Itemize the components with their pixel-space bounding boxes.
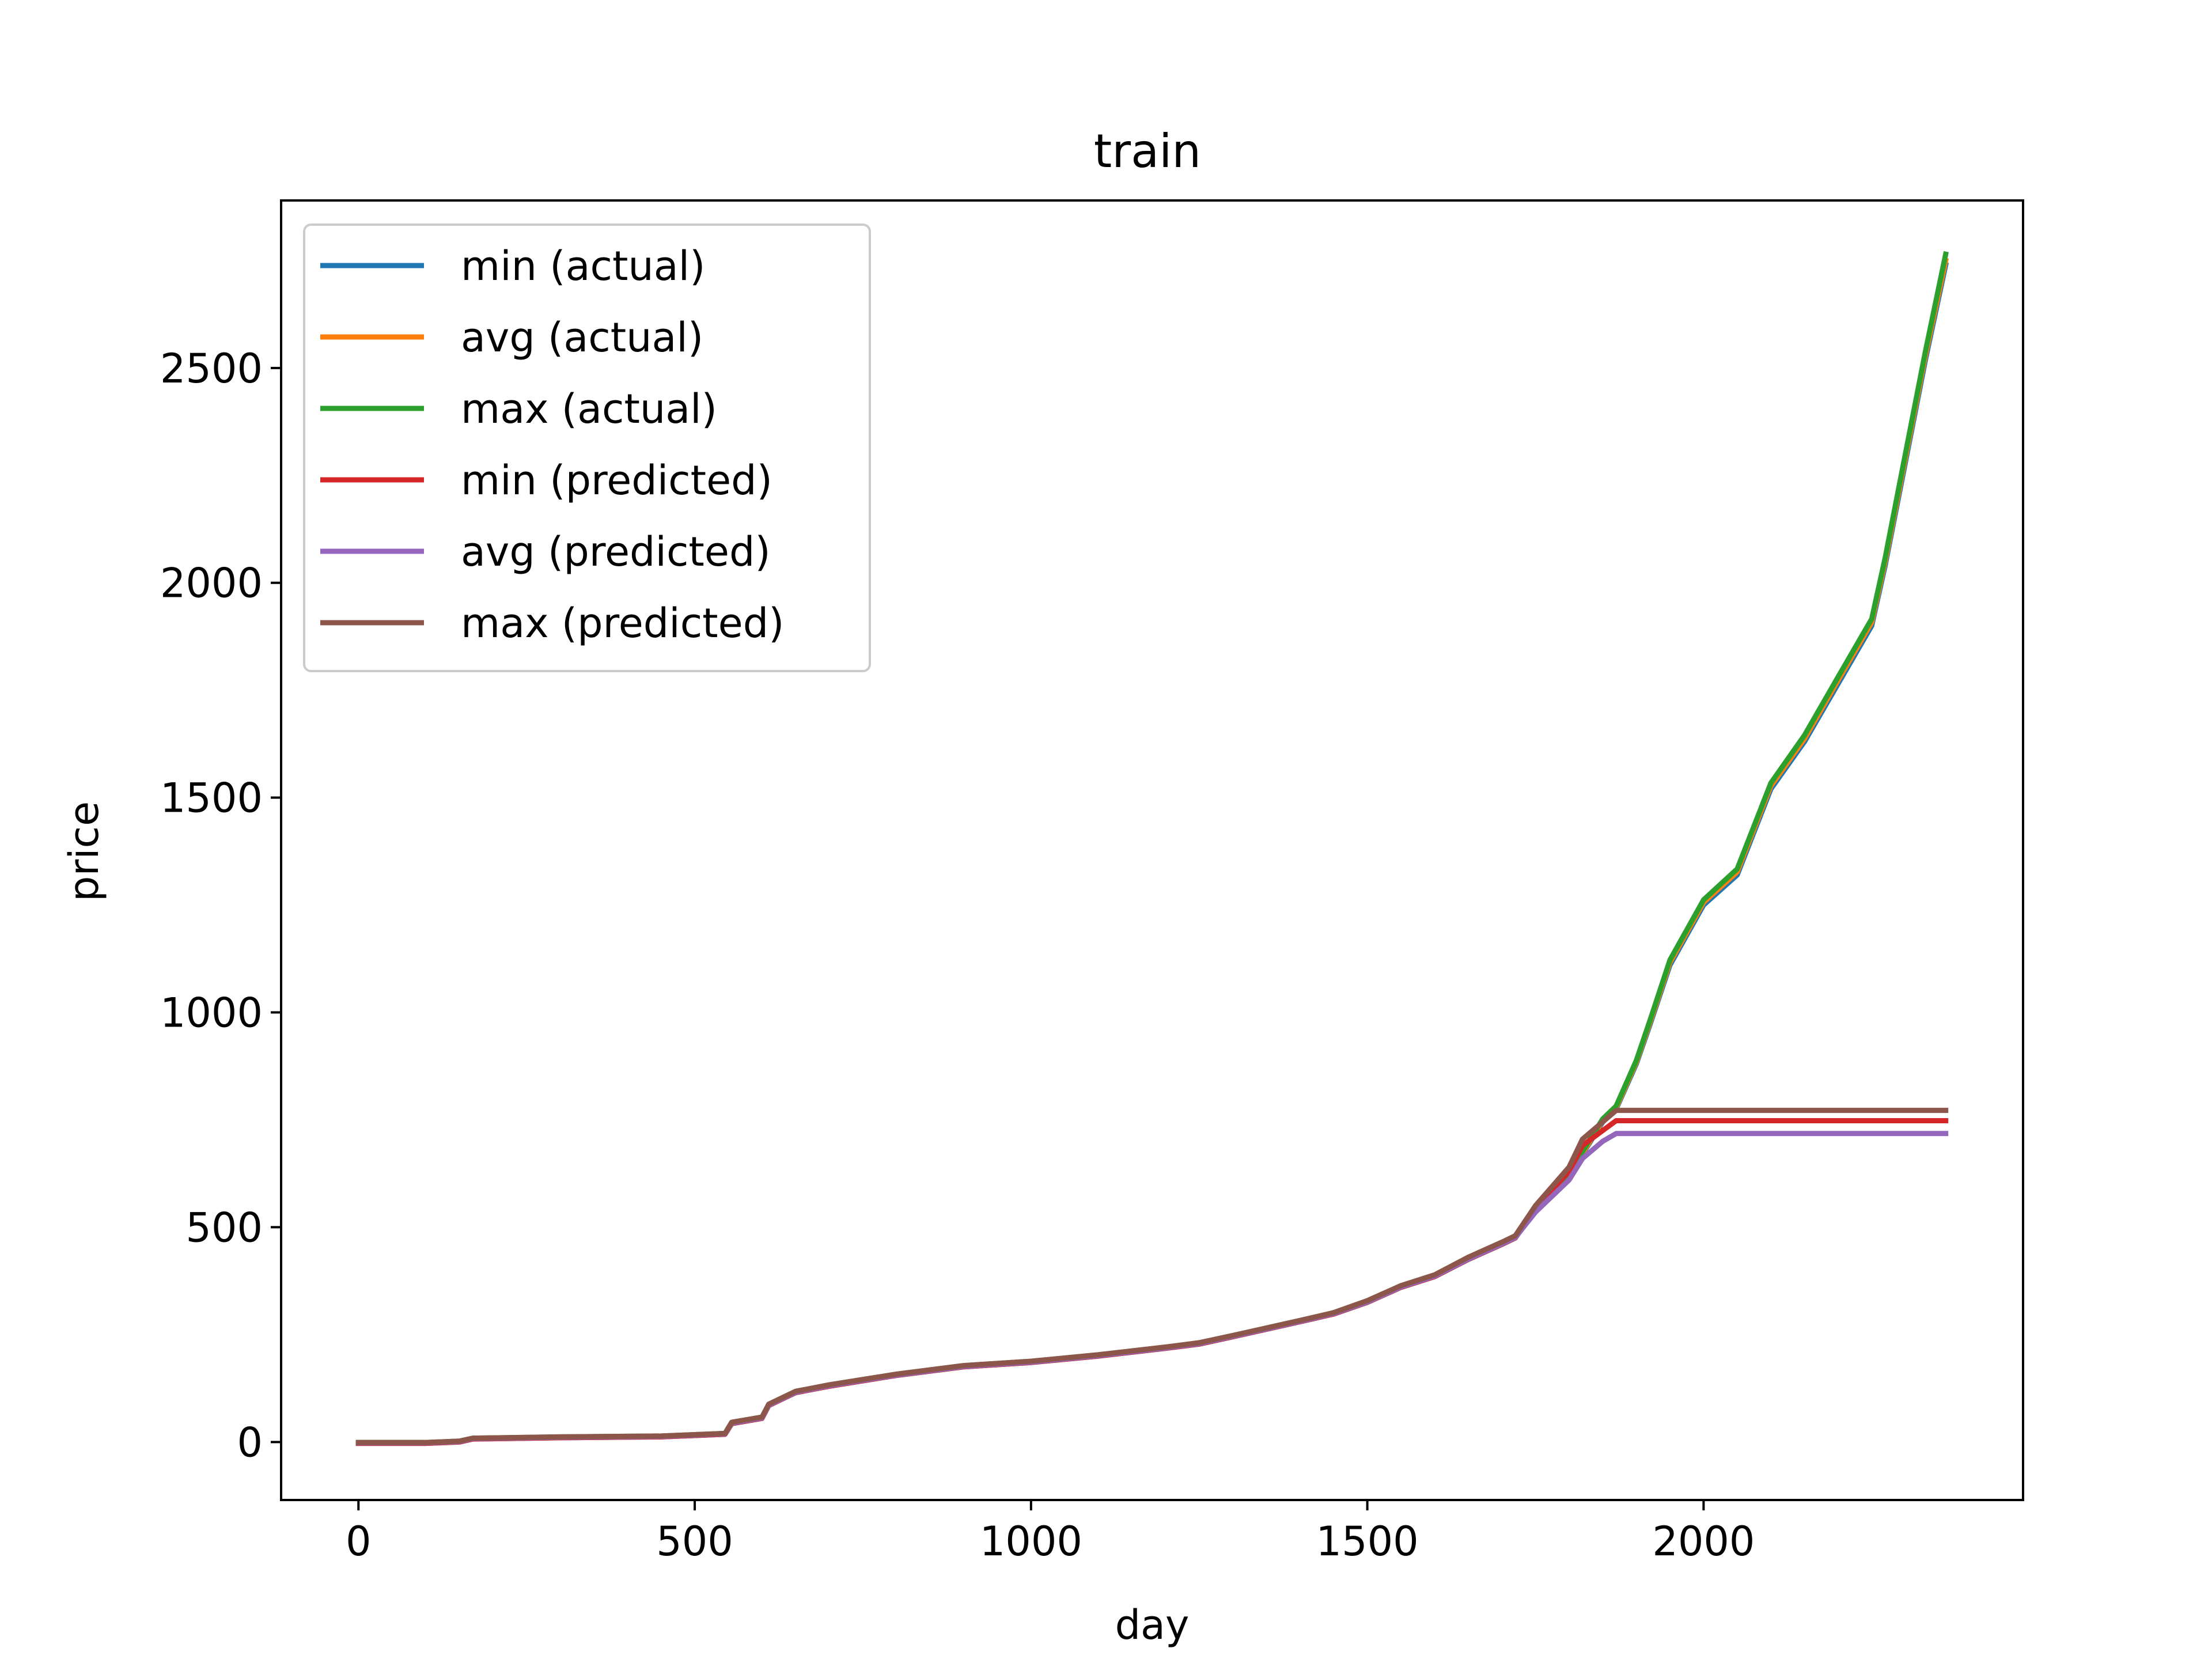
x-tick-label-0: 0 — [346, 1518, 372, 1565]
series-line-5 — [355, 1108, 1949, 1445]
y-tick-label-4: 2000 — [160, 560, 263, 607]
legend-label-2: max (actual) — [461, 385, 717, 433]
x-tick-label-1: 500 — [656, 1518, 733, 1565]
y-axis-ticks: 0 500 1000 1500 2000 2500 — [160, 345, 281, 1466]
y-tick-label-1: 500 — [185, 1204, 263, 1251]
x-tick-label-4: 2000 — [1652, 1518, 1755, 1565]
x-tick-label-2: 1000 — [980, 1518, 1082, 1565]
legend-label-5: max (predicted) — [461, 600, 784, 647]
y-tick-label-5: 2500 — [160, 345, 263, 392]
legend-label-1: avg (actual) — [461, 314, 703, 361]
legend-label-0: min (actual) — [461, 243, 705, 290]
axes-frame — [280, 199, 2024, 1501]
chart-title: train — [1094, 124, 1201, 178]
y-tick-label-0: 0 — [237, 1419, 263, 1466]
legend-box — [303, 224, 871, 672]
legend-label-3: min (predicted) — [461, 457, 772, 504]
x-tick-label-3: 1500 — [1316, 1518, 1419, 1565]
x-axis-label: day — [1115, 1601, 1190, 1649]
x-axis-ticks: 0 500 1000 1500 2000 — [346, 1500, 1755, 1565]
y-tick-label-3: 1500 — [160, 775, 263, 822]
legend-label-4: avg (predicted) — [461, 528, 771, 575]
legend: min (actual) avg (actual) max (actual) min … — [303, 224, 871, 672]
y-axis-label: price — [60, 801, 108, 902]
y-tick-label-2: 1000 — [160, 990, 263, 1037]
series-layer — [355, 251, 1949, 1446]
